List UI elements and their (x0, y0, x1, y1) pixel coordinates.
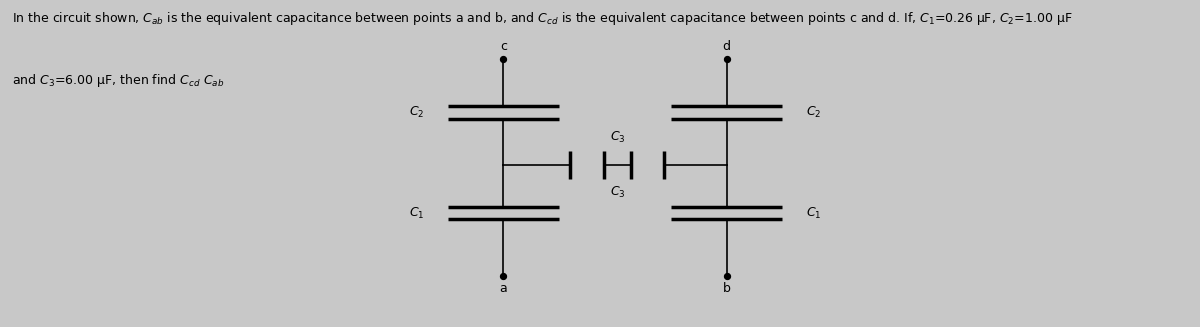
Text: b: b (722, 282, 731, 295)
Text: In the circuit shown, $C_{ab}$ is the equivalent capacitance between points a an: In the circuit shown, $C_{ab}$ is the eq… (12, 10, 1073, 27)
Text: $C_3$: $C_3$ (610, 185, 625, 200)
Point (718, 57, 737, 62)
Text: $C_1$: $C_1$ (805, 205, 821, 220)
Text: $C_2$: $C_2$ (409, 105, 425, 120)
Point (494, 57, 514, 62)
Text: $C_1$: $C_1$ (409, 205, 425, 220)
Point (494, 273, 514, 279)
Text: c: c (500, 40, 506, 53)
Text: d: d (722, 40, 731, 53)
Text: $C_3$: $C_3$ (610, 130, 625, 145)
Text: a: a (499, 282, 508, 295)
Text: $C_2$: $C_2$ (805, 105, 821, 120)
Text: and $C_3$=6.00 μF, then find $C_{cd}$ $C_{ab}$: and $C_3$=6.00 μF, then find $C_{cd}$ $C… (12, 72, 224, 89)
Point (718, 273, 737, 279)
